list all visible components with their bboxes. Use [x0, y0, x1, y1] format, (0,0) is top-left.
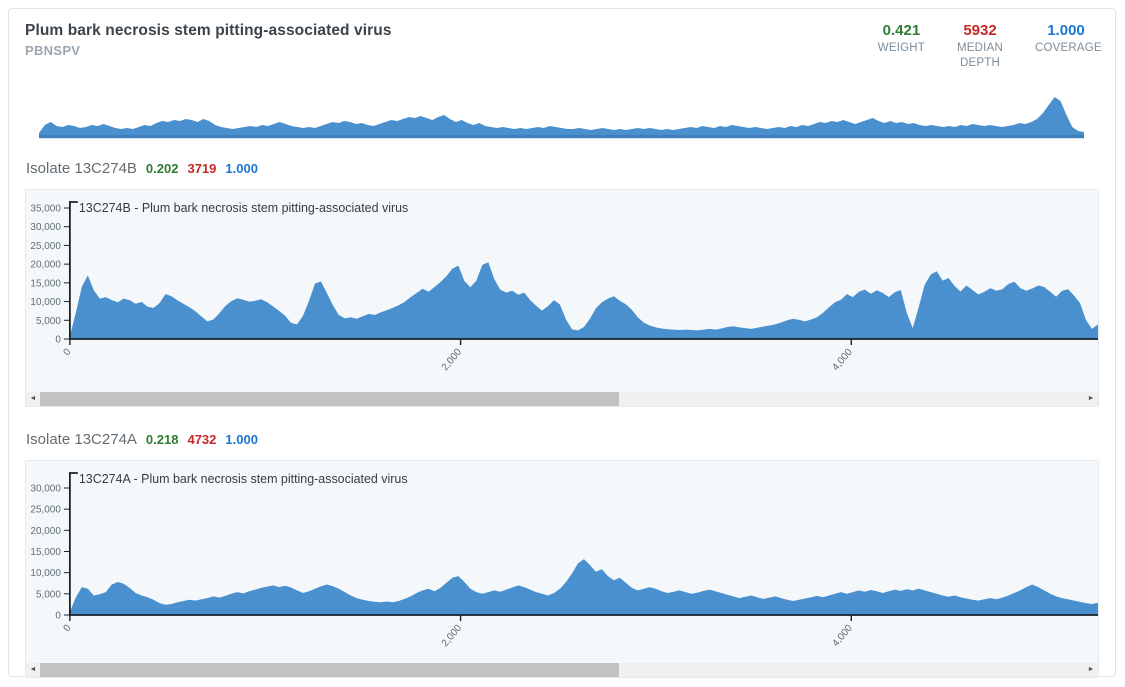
svg-text:0: 0	[61, 622, 73, 634]
isolate-median-depth: 3719	[187, 160, 217, 176]
chart-scrollbar[interactable]: ◄ ►	[26, 662, 1098, 677]
svg-text:5,000: 5,000	[36, 316, 61, 327]
scroll-right-icon[interactable]: ►	[1087, 394, 1095, 402]
isolate-name: Isolate 13C274A	[26, 430, 137, 448]
svg-text:5,000: 5,000	[36, 589, 61, 600]
svg-text:15,000: 15,000	[30, 547, 61, 558]
virus-title: Plum bark necrosis stem pitting-associat…	[25, 22, 392, 39]
svg-text:4,000: 4,000	[830, 622, 855, 649]
coverage-panel-13C274A: 0 5,000 10,000 15,000 20,000 25,000 30,000 0 2,0…	[25, 459, 1099, 678]
svg-text:20,000: 20,000	[30, 260, 61, 271]
chart-scrollbar[interactable]: ◄ ►	[26, 391, 1098, 406]
scrollbar-thumb[interactable]	[40, 662, 619, 677]
isolate-heading-13C274B: Isolate 13C274B 0.202 3719 1.000	[26, 160, 1099, 177]
coverage-chart-13C274B[interactable]: 0 5,000 10,000 15,000 20,000 25,000 30,000 35,0…	[26, 190, 1098, 380]
svg-text:30,000: 30,000	[30, 222, 61, 233]
stat-coverage: 1.000 COVERAGE	[1035, 22, 1102, 71]
card-header: Plum bark necrosis stem pitting-associat…	[9, 9, 1115, 71]
svg-text:15,000: 15,000	[30, 278, 61, 289]
svg-text:35,000: 35,000	[30, 203, 61, 214]
svg-text:10,000: 10,000	[30, 297, 61, 308]
svg-text:0: 0	[55, 334, 61, 345]
virus-card: Plum bark necrosis stem pitting-associat…	[8, 8, 1116, 678]
weight-value: 0.421	[882, 22, 921, 39]
title-block: Plum bark necrosis stem pitting-associat…	[25, 22, 392, 58]
stat-median-depth: 5932 MEDIAN DEPTH	[949, 22, 1011, 71]
isolate-weight: 0.202	[145, 160, 179, 176]
svg-text:4,000: 4,000	[830, 346, 855, 373]
scrollbar-thumb[interactable]	[40, 391, 619, 406]
coverage-chart-13C274A[interactable]: 0 5,000 10,000 15,000 20,000 25,000 30,000 0 2,0…	[26, 461, 1098, 651]
svg-text:2,000: 2,000	[440, 346, 465, 373]
coverage-value: 1.000	[1047, 22, 1085, 39]
weight-label: WEIGHT	[877, 42, 925, 54]
genome-coverage-overview-chart[interactable]	[39, 95, 1084, 140]
svg-text:0: 0	[55, 610, 61, 621]
summary-stats: 0.421 WEIGHT 5932 MEDIAN DEPTH 1.000 COV…	[878, 22, 1102, 71]
coverage-panel-13C274B: 0 5,000 10,000 15,000 20,000 25,000 30,000 35,0…	[25, 188, 1099, 407]
svg-text:0: 0	[61, 346, 73, 358]
isolate-coverage: 1.000	[225, 160, 258, 176]
svg-text:30,000: 30,000	[30, 483, 61, 494]
scroll-left-icon[interactable]: ◄	[29, 394, 37, 402]
isolate-name: Isolate 13C274B	[26, 159, 137, 177]
scroll-right-icon[interactable]: ►	[1087, 665, 1095, 673]
svg-text:2,000: 2,000	[440, 622, 465, 649]
svg-text:13C274B - Plum bark necrosis s: 13C274B - Plum bark necrosis stem pittin…	[79, 201, 408, 215]
svg-text:20,000: 20,000	[30, 526, 61, 537]
isolate-heading-13C274A: Isolate 13C274A 0.218 4732 1.000	[26, 431, 1099, 448]
isolate-weight: 0.218	[145, 431, 179, 447]
svg-text:13C274A - Plum bark necrosis s: 13C274A - Plum bark necrosis stem pittin…	[79, 472, 408, 486]
isolate-median-depth: 4732	[187, 431, 217, 447]
svg-text:25,000: 25,000	[30, 241, 61, 252]
svg-text:10,000: 10,000	[30, 568, 61, 579]
stat-weight: 0.421 WEIGHT	[878, 22, 925, 71]
coverage-label: COVERAGE	[1035, 42, 1102, 54]
svg-text:25,000: 25,000	[30, 505, 61, 516]
median-depth-label: MEDIAN DEPTH	[957, 42, 1003, 69]
scroll-left-icon[interactable]: ◄	[29, 665, 37, 673]
median-depth-value: 5932	[963, 22, 997, 39]
virus-abbreviation: PBNSPV	[25, 43, 81, 58]
isolate-coverage: 1.000	[225, 431, 258, 447]
